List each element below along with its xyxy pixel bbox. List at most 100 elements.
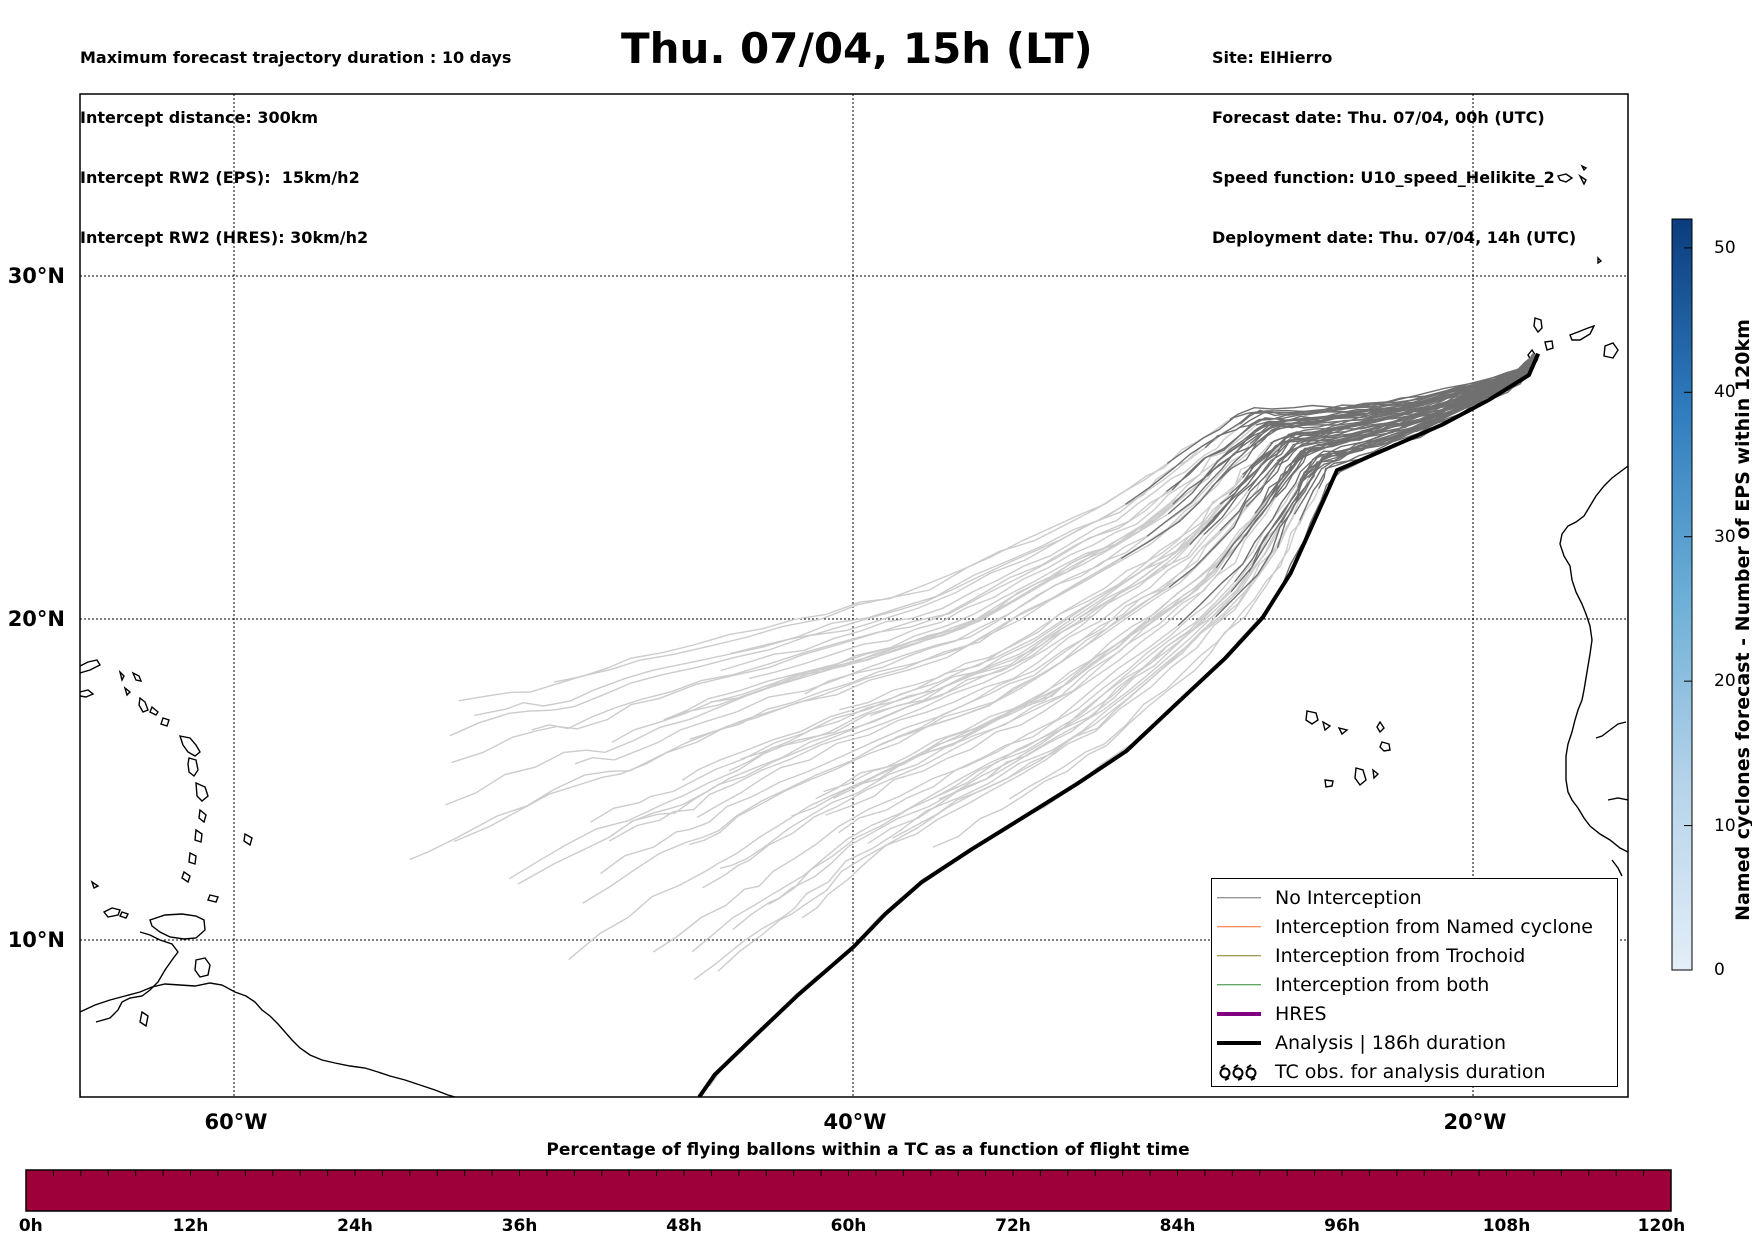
eps-trajectory-early: [1229, 358, 1538, 421]
eps-trajectory-late: [791, 512, 1256, 817]
legend-label: TC obs. for analysis duration: [1275, 1060, 1546, 1083]
coastline-africa: [1559, 465, 1628, 853]
eps-trajectory-late: [582, 586, 1170, 904]
eps-trajectory-late: [451, 491, 1167, 764]
eps-trajectory-early: [1166, 355, 1533, 464]
legend-item-named-cyclone: Interception from Named cyclone: [1212, 912, 1617, 941]
eps-trajectory-late: [611, 503, 1174, 743]
eps-trajectory-late: [409, 557, 1122, 861]
colorbar-tick-label: 30: [1714, 526, 1736, 547]
flight-time-tick-label: 120h: [1637, 1216, 1686, 1236]
flight-time-tick-label: 96h: [1324, 1216, 1360, 1236]
map-legend: No Interception Interception from Named …: [1211, 878, 1618, 1087]
flight-time-tick-label: 108h: [1482, 1216, 1531, 1236]
legend-item-tc-obs: TC obs. for analysis duration: [1212, 1057, 1617, 1086]
legend-item-hres: HRES: [1212, 999, 1617, 1028]
eps-trajectory-late: [696, 490, 1249, 819]
eps-trajectory-late: [740, 503, 1221, 760]
header-left-line: Intercept distance: 300km: [80, 108, 319, 127]
map-frame: [79, 93, 1629, 1098]
eps-trajectory-late: [663, 461, 1218, 721]
colorbar-gradient: [1671, 218, 1693, 971]
eps-trajectory-late: [653, 624, 1179, 953]
page-title: Thu. 07/04, 15h (LT): [621, 24, 1093, 73]
tc-symbol-icon: [1219, 1063, 1257, 1081]
eps-trajectory-early: [1270, 356, 1538, 444]
flight-time-tick-label: 48h: [666, 1216, 702, 1236]
lat-label-30n: 30°N: [7, 264, 65, 288]
legend-item-both: Interception from both: [1212, 970, 1617, 999]
header-info-right: Site: ElHierro Forecast date: Thu. 07/04…: [1212, 8, 1576, 268]
header-right-line: Forecast date: Thu. 07/04, 00h (UTC): [1212, 108, 1545, 127]
eps-trajectory-late: [729, 423, 1241, 655]
eps-trajectory-late: [665, 475, 1208, 721]
eps-trajectory-late: [609, 534, 1205, 842]
legend-item-no-interception: No Interception: [1212, 883, 1617, 912]
eps-trajectory-late: [720, 535, 1247, 869]
flight-time-bar: [25, 1169, 1672, 1212]
flight-time-bar-title: Percentage of flying ballons within a TC…: [546, 1140, 1190, 1160]
eps-trajectory-late: [1008, 488, 1320, 800]
header-info-left: Maximum forecast trajectory duration : 1…: [80, 8, 511, 268]
flight-time-tick-label: 12h: [172, 1216, 209, 1236]
eps-trajectory-early: [1215, 358, 1538, 569]
eps-trajectory-late: [691, 581, 1236, 953]
eps-trajectory-early: [1239, 355, 1536, 429]
eps-trajectory-late: [749, 424, 1257, 680]
eps-trajectory-late: [801, 513, 1296, 919]
colorbar-tick-label: 40: [1714, 382, 1736, 403]
flight-time-tick-label: 36h: [501, 1216, 538, 1236]
legend-label: HRES: [1275, 1002, 1327, 1025]
eps-trajectory-late: [815, 504, 1263, 800]
map-plot-area: [80, 94, 1628, 1097]
eps-trajectory-late: [732, 591, 1232, 931]
lon-label-40w: 40°W: [823, 1110, 887, 1134]
lat-label-10n: 10°N: [7, 928, 65, 952]
colorbar-vertical: [1671, 218, 1693, 971]
eps-trajectory-late: [449, 447, 1206, 737]
eps-trajectory-late: [531, 489, 1173, 731]
flight-time-tick-label: 72h: [995, 1216, 1031, 1236]
eps-trajectory-late: [474, 503, 1126, 717]
legend-label: Interception from Named cyclone: [1275, 915, 1593, 938]
flight-time-bar-fill: [25, 1169, 1672, 1212]
eps-trajectory-late: [568, 567, 1217, 961]
eps-trajectory-early: [1204, 357, 1538, 449]
colorbar-tick-label: 10: [1714, 815, 1736, 836]
eps-trajectory-late: [453, 486, 1213, 843]
legend-item-analysis: Analysis | 186h duration: [1212, 1028, 1617, 1057]
legend-item-trochoid: Interception from Trochoid: [1212, 941, 1617, 970]
legend-label: Interception from Trochoid: [1275, 944, 1526, 967]
legend-label: Interception from both: [1275, 973, 1490, 996]
eps-trajectory-late: [517, 537, 1197, 885]
header-left-line: Intercept RW2 (HRES): 30km/h2: [80, 228, 369, 247]
flight-time-tick-label: 60h: [830, 1216, 867, 1236]
eps-trajectory-late: [931, 487, 1299, 800]
flight-time-tick-label: 0h: [18, 1216, 43, 1236]
eps-trajectory-late: [867, 522, 1283, 845]
coastlines: [80, 164, 1628, 1097]
eps-trajectory-late: [768, 571, 1250, 905]
eps-trajectory-late: [553, 418, 1231, 683]
colorbar-tick-label: 0: [1714, 960, 1725, 980]
header-right-line: Site: ElHierro: [1212, 48, 1333, 67]
eps-trajectory-late: [873, 464, 1280, 749]
eps-trajectory-late: [590, 474, 1244, 823]
eps-trajectories-dark: [1120, 353, 1539, 627]
flight-time-tick-label: 24h: [337, 1216, 373, 1236]
lon-label-20w: 20°W: [1443, 1110, 1507, 1134]
eps-trajectory-late: [825, 496, 1277, 816]
header-left-line: Intercept RW2 (EPS): 15km/h2: [80, 168, 360, 187]
eps-trajectory-late: [702, 569, 1222, 889]
legend-label: No Interception: [1275, 886, 1422, 909]
eps-trajectory-late: [894, 460, 1278, 739]
lon-label-60w: 60°W: [204, 1110, 268, 1134]
flight-time-tick-label: 84h: [1159, 1216, 1196, 1236]
eps-trajectory-late: [600, 530, 1221, 875]
header-left-line: Maximum forecast trajectory duration : 1…: [80, 48, 512, 67]
header-right-line: Speed function: U10_speed_Helikite_2: [1212, 168, 1555, 187]
eps-trajectory-late: [804, 443, 1251, 695]
eps-trajectory-late: [720, 426, 1240, 672]
eps-trajectories-light: [409, 418, 1320, 1087]
